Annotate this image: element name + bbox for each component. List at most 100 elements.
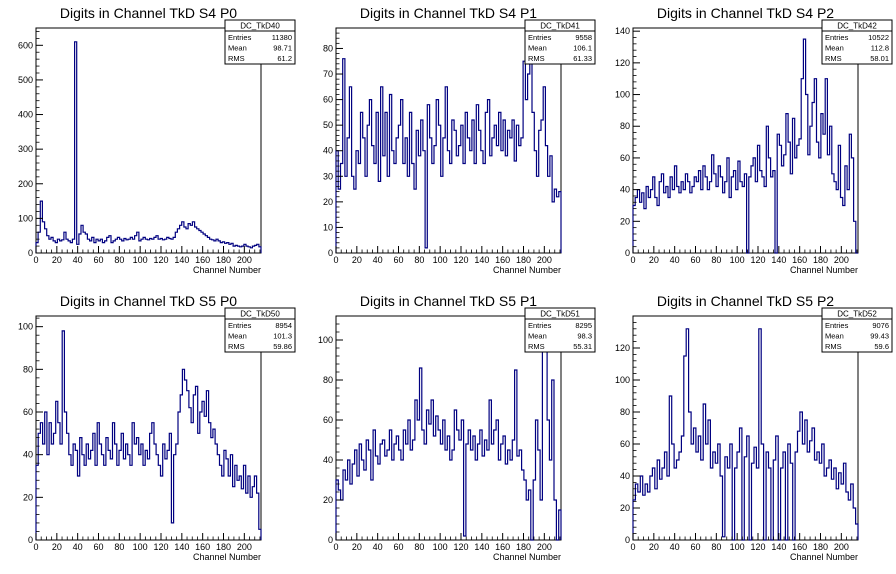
panel-2-x-tick-label: 160 — [792, 255, 807, 265]
panel-4-x-tick-label: 200 — [537, 542, 552, 552]
panel-1-stats-name: DC_TkD41 — [540, 22, 580, 31]
panel-5-stats-value: 99.43 — [870, 332, 889, 341]
panel-2-y-tick-label: 60 — [620, 153, 630, 163]
panel-5-y-tick-label: 20 — [620, 503, 630, 513]
panel-5-stats-box — [821, 307, 893, 353]
panel-5-x-axis-label: Channel Number — [790, 552, 858, 562]
panel-5-title: Digits in Channel TkD S5 P2 — [657, 293, 834, 309]
panel-1-stats-value: 61.33 — [573, 54, 592, 63]
panel-1-x-tick-label: 20 — [352, 255, 362, 265]
panel-1-x-tick-label: 180 — [516, 255, 531, 265]
panel-5-y-tick-label: 60 — [620, 439, 630, 449]
panel-0-x-tick-label: 160 — [195, 255, 210, 265]
panel-0-y-tick-label: 200 — [18, 179, 33, 189]
panel-5-stats-value: 59.6 — [874, 342, 889, 351]
panel-0-stats-value: 11380 — [272, 33, 292, 42]
panel-2-y-tick-label: 120 — [615, 58, 630, 68]
panel-5-y-tick-label: 0 — [625, 535, 630, 545]
panel-0-x-tick-label: 20 — [52, 255, 62, 265]
panel-1-stats-label: RMS — [528, 54, 545, 63]
panel-1-y-tick-label: 40 — [323, 146, 333, 156]
panel-4-x-tick-label: 0 — [333, 542, 338, 552]
panel-1-x-tick-label: 140 — [474, 255, 489, 265]
panel-3-y-tick-label: 100 — [18, 322, 33, 332]
panel-1-y-tick-label: 80 — [323, 43, 333, 53]
panel-0-x-tick-label: 100 — [133, 255, 148, 265]
panel-4-stats-label: RMS — [528, 342, 545, 351]
panel-1-y-tick-label: 10 — [323, 222, 333, 232]
panel-3-x-tick-label: 140 — [174, 542, 189, 552]
panel-1-stats-label: Entries — [528, 33, 552, 42]
panel-2-histogram-line — [632, 38, 858, 254]
panel-1-y-tick-label: 20 — [323, 197, 333, 207]
panel-1-x-tick-label: 160 — [495, 255, 510, 265]
panel-1-y-tick-label: 50 — [323, 120, 333, 130]
panel-3-x-tick-label: 100 — [133, 542, 148, 552]
panel-2-x-tick-label: 20 — [649, 255, 659, 265]
panel-2-x-tick-label: 180 — [813, 255, 828, 265]
panel-3-y-tick-label: 20 — [23, 492, 33, 502]
panel-5-frame — [632, 315, 859, 541]
panel-0-x-axis-label: Channel Number — [193, 265, 261, 275]
panel-0-x-tick-label: 140 — [174, 255, 189, 265]
panel-4-y-tick-label: 40 — [323, 455, 333, 465]
panel-0-x-tick-label: 60 — [93, 255, 103, 265]
panel-4-x-tick-label: 160 — [495, 542, 510, 552]
panel-3-x-tick-label: 0 — [33, 542, 38, 552]
panel-2-x-tick-label: 40 — [670, 255, 680, 265]
panel-0-title: Digits in Channel TkD S4 P0 — [60, 5, 237, 21]
panel-3-x-tick-label: 60 — [93, 542, 103, 552]
panel-2-stats-value: 58.01 — [870, 54, 889, 63]
panel-3-x-tick-label: 180 — [216, 542, 231, 552]
panel-0-y-tick-label: 100 — [18, 213, 33, 223]
panel-2-stats-label: Entries — [825, 33, 849, 42]
panel-3-x-tick-label: 160 — [195, 542, 210, 552]
panel-0-x-tick-label: 0 — [33, 255, 38, 265]
panel-3-title: Digits in Channel TkD S5 P0 — [60, 293, 237, 309]
panel-0-frame — [35, 27, 262, 254]
panel-4-y-tick-label: 80 — [323, 375, 333, 385]
panel-4-x-tick-label: 80 — [414, 542, 424, 552]
panel-3-stats-label: RMS — [228, 342, 245, 351]
panel-1-y-tick-label: 70 — [323, 69, 333, 79]
panel-5-y-tick-label: 100 — [615, 375, 630, 385]
panel-0-stats-label: Mean — [228, 44, 247, 53]
panel-4-y-tick-label: 0 — [328, 535, 333, 545]
panel-4-stats-value: 55.31 — [573, 342, 592, 351]
panel-0-stats-box — [224, 19, 296, 65]
panel-4-stats-name: DC_TkD51 — [540, 310, 580, 319]
panel-0-y-tick-label: 600 — [18, 40, 33, 50]
panel-2-x-tick-label: 140 — [771, 255, 786, 265]
panel-4-x-tick-label: 180 — [516, 542, 531, 552]
panel-0-stats-value: 61.2 — [277, 54, 292, 63]
panel-2-stats-value: 10522 — [868, 33, 889, 42]
panel-2-stats-value: 112.8 — [871, 44, 889, 53]
panel-5-x-tick-label: 120 — [750, 542, 765, 552]
panel-2-y-tick-label: 0 — [625, 248, 630, 258]
panel-4-title: Digits in Channel TkD S5 P1 — [360, 293, 537, 309]
panel-5-x-tick-label: 140 — [771, 542, 786, 552]
panel-5-x-tick-label: 80 — [711, 542, 721, 552]
panel-0-y-tick-label: 0 — [28, 248, 33, 258]
panel-1-y-tick-label: 0 — [328, 248, 333, 258]
panel-5-stats-label: RMS — [825, 342, 842, 351]
panel-0-y-tick-label: 500 — [18, 75, 33, 85]
panel-1-x-tick-label: 40 — [373, 255, 383, 265]
panel-4-stats-label: Entries — [528, 321, 552, 330]
panel-5-x-tick-label: 20 — [649, 542, 659, 552]
panel-3-x-tick-label: 80 — [114, 542, 124, 552]
panel-3-y-tick-label: 60 — [23, 407, 33, 417]
panel-0-x-tick-label: 200 — [237, 255, 252, 265]
panel-2-y-tick-label: 100 — [615, 90, 630, 100]
panel-5-x-tick-label: 160 — [792, 542, 807, 552]
panel-3-stats-value: 59.86 — [273, 342, 292, 351]
panel-3-stats-value: 101.3 — [273, 332, 292, 341]
panel-3-stats-label: Mean — [228, 332, 247, 341]
panel-5-y-tick-label: 120 — [615, 343, 630, 353]
panel-5-x-tick-label: 0 — [630, 542, 635, 552]
panel-5-x-tick-label: 100 — [730, 542, 745, 552]
panel-3-stats-name: DC_TkD50 — [240, 310, 280, 319]
panel-3-histogram-line — [35, 330, 262, 540]
